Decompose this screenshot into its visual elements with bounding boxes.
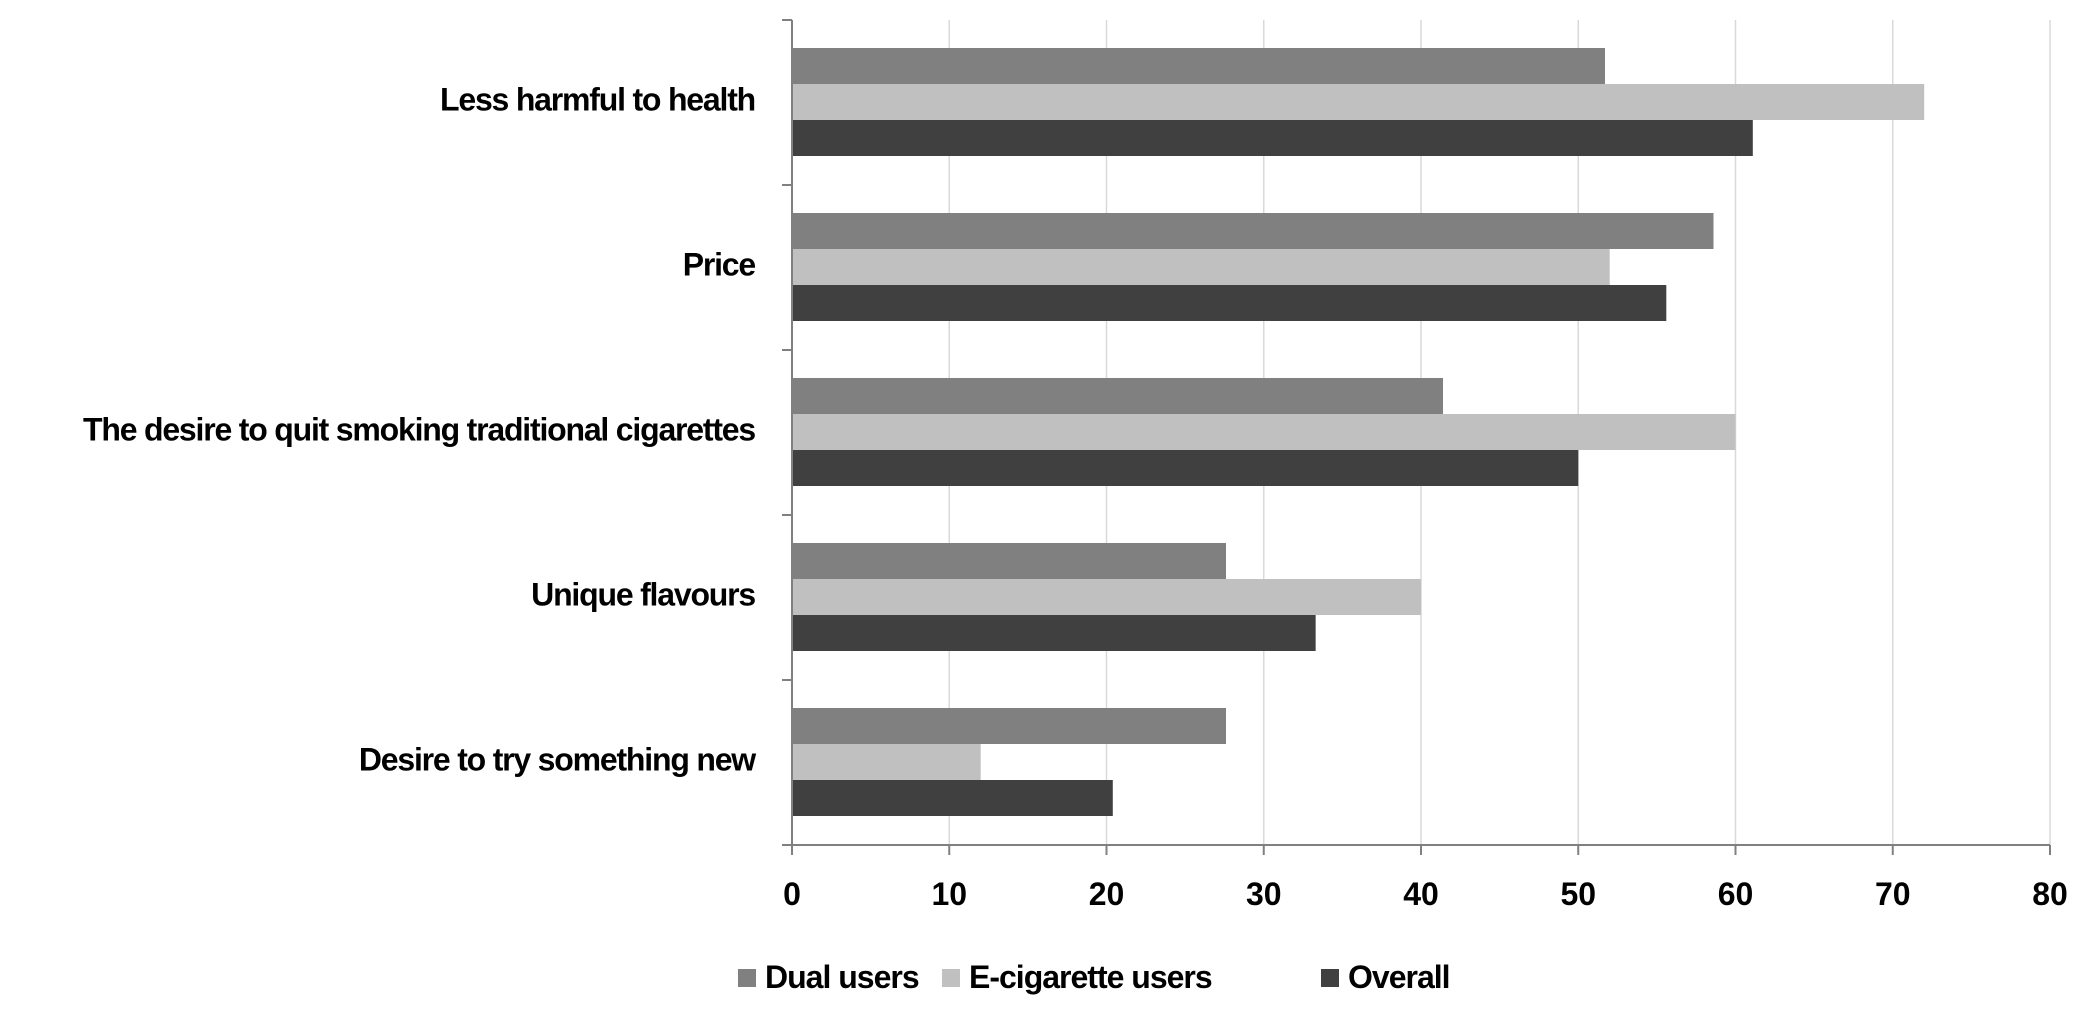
category-label: The desire to quit smoking traditional c… <box>83 411 755 447</box>
x-tick-label: 80 <box>2032 876 2068 912</box>
legend-label: E-cigarette users <box>969 959 1212 995</box>
legend-swatch <box>942 969 960 987</box>
x-tick-label: 50 <box>1560 876 1596 912</box>
legend: Dual users E-cigarette users Overall <box>738 959 1451 995</box>
bar-dual-users-2 <box>792 378 1444 414</box>
bar-overall-3 <box>792 615 1316 651</box>
bar-overall-1 <box>792 285 1667 321</box>
legend-swatch <box>738 969 756 987</box>
legend-label: Overall <box>1348 959 1450 995</box>
category-label: Price <box>683 246 756 282</box>
bar-dual-users-3 <box>792 543 1227 579</box>
bar-overall-0 <box>792 120 1753 156</box>
category-label: Desire to try something new <box>359 741 756 777</box>
legend-label: Dual users <box>765 959 919 995</box>
axes <box>782 19 2051 855</box>
category-label: Less harmful to health <box>440 81 755 117</box>
bar-ecig-users-4 <box>792 744 981 780</box>
category-label: Unique flavours <box>531 576 755 612</box>
x-tick-label: 30 <box>1246 876 1282 912</box>
bar-overall-2 <box>792 450 1579 486</box>
bar-dual-users-0 <box>792 48 1605 84</box>
x-tick-label: 0 <box>783 876 801 912</box>
bar-overall-4 <box>792 780 1113 816</box>
x-tick-label: 20 <box>1089 876 1125 912</box>
x-tick-labels: 0 10 20 30 40 50 60 70 80 <box>783 876 2068 912</box>
bar-ecig-users-1 <box>792 249 1610 285</box>
bar-ecig-users-3 <box>792 579 1421 615</box>
x-tick-label: 10 <box>931 876 967 912</box>
bar-dual-users-4 <box>792 708 1227 744</box>
bars <box>792 48 1925 816</box>
bar-dual-users-1 <box>792 213 1714 249</box>
category-labels: Less harmful to health Price The desire to… <box>83 81 758 777</box>
x-tick-label: 70 <box>1875 876 1911 912</box>
legend-swatch <box>1321 969 1339 987</box>
bar-ecig-users-0 <box>792 84 1925 120</box>
x-tick-label: 60 <box>1718 876 1754 912</box>
x-tick-label: 40 <box>1403 876 1439 912</box>
bar-ecig-users-2 <box>792 414 1736 450</box>
